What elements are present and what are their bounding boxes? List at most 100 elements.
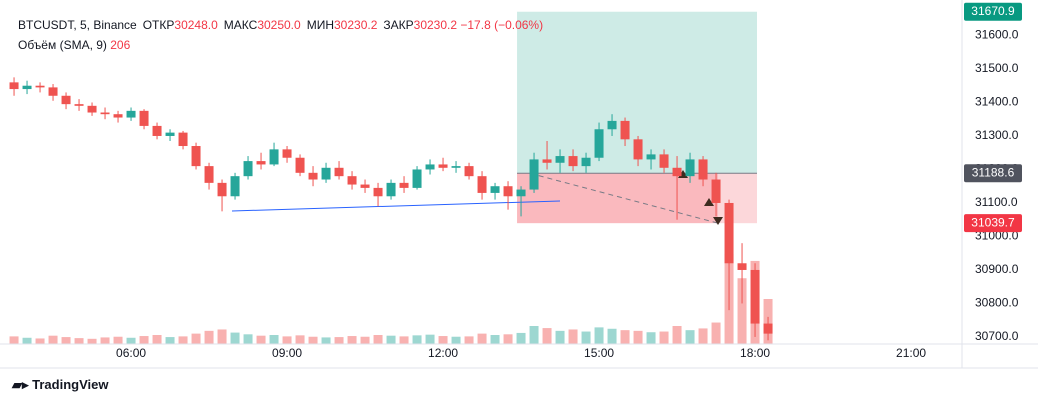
candle-body: [724, 202, 734, 264]
volume-bar: [126, 337, 136, 344]
volume-bar: [61, 337, 71, 344]
volume-bar: [87, 338, 97, 344]
candle-body: [659, 154, 669, 168]
volume-bar: [100, 337, 110, 344]
volume-bar: [152, 335, 162, 344]
volume-bar: [22, 337, 32, 344]
candle-body: [256, 161, 266, 165]
volume-bar: [178, 336, 188, 344]
volume-bar: [464, 336, 474, 344]
volume-bar: [438, 336, 448, 344]
volume-bar: [516, 332, 526, 344]
price-label-bg: [964, 2, 1022, 21]
volume-bar: [230, 332, 240, 344]
volume-bar: [633, 330, 643, 344]
candle-body: [464, 166, 474, 177]
price-label: 31670.9: [971, 4, 1015, 18]
candle-body: [308, 172, 318, 180]
y-tick-label: 30900.0: [975, 262, 1019, 276]
volume-bar: [321, 337, 331, 344]
candle-body: [243, 161, 253, 177]
price-label: 31039.7: [971, 215, 1015, 229]
ohlc-key: МАКС: [223, 18, 258, 32]
volume-bar: [334, 337, 344, 344]
volume-label: Объём (SMA, 9): [18, 38, 107, 52]
volume-bar: [308, 336, 318, 344]
ohlc: ОТКР30248.0 МАКС30250.0 МИН30230.2 ЗАКР3023…: [137, 18, 457, 32]
volume-bar: [9, 336, 19, 344]
price-label-bg: [964, 164, 1022, 183]
candle-body: [87, 105, 97, 113]
volume-bar: [282, 336, 292, 344]
candle-body: [113, 114, 123, 118]
y-tick-label: 30700.0: [975, 329, 1019, 343]
candle-body: [620, 120, 630, 140]
candle-body: [763, 323, 773, 334]
ohlc-key: МИН: [306, 18, 334, 32]
volume-bar: [542, 328, 552, 344]
volume-bar: [685, 330, 695, 344]
volume-bar: [360, 336, 370, 344]
x-tick-label: 09:00: [272, 346, 302, 360]
candle-body: [425, 164, 435, 170]
volume-bar: [295, 335, 305, 344]
x-tick-label: 18:00: [740, 346, 770, 360]
volume-bar: [711, 322, 721, 344]
candle-body: [646, 154, 656, 160]
volume-bar: [477, 333, 487, 344]
candle-body: [529, 159, 539, 190]
candle-body: [126, 110, 136, 118]
candle-body: [607, 120, 617, 130]
candle-body: [360, 184, 370, 188]
candle-body: [295, 157, 305, 173]
volume-bar: [490, 335, 500, 344]
stop-zone-ahead: [718, 173, 757, 224]
candle-body: [373, 187, 383, 197]
ohlc-key: ЗАКР: [383, 18, 414, 32]
marker: [713, 217, 723, 225]
candle-body: [555, 156, 565, 163]
volume-bar: [555, 330, 565, 344]
stop-zone: [517, 173, 718, 224]
candle-body: [581, 157, 591, 167]
candle-body: [568, 156, 578, 167]
logo: ▰▸ TradingView: [12, 377, 108, 393]
candle-body: [204, 166, 214, 183]
candle-body: [438, 164, 448, 168]
candle-body: [399, 182, 409, 188]
volume-bar: [672, 326, 682, 344]
volume-bar: [529, 326, 539, 344]
volume-bar: [269, 335, 279, 344]
volume-bar: [503, 334, 513, 344]
volume-bar: [256, 335, 266, 344]
volume-row: Объём (SMA, 9) 206: [18, 35, 543, 55]
candle-body: [22, 85, 32, 90]
y-tick-label: 31500.0: [975, 61, 1019, 75]
volume-bar: [659, 331, 669, 344]
volume-bar: [204, 330, 214, 344]
candle-body: [139, 110, 149, 126]
candle-body: [737, 263, 747, 270]
volume-bar: [607, 328, 617, 344]
volume-bar: [347, 336, 357, 344]
y-tick-label: 30800.0: [975, 296, 1019, 310]
ohlc-row: BTCUSDT, 5, Binance ОТКР30248.0 МАКС30250.…: [18, 15, 543, 35]
volume-bar: [425, 334, 435, 344]
volume-bar: [243, 334, 253, 344]
price-label: 31188.6: [972, 165, 1015, 179]
volume-bar: [35, 338, 45, 344]
candle-body: [477, 176, 487, 193]
candles: [9, 77, 773, 341]
y-tick-label: 31100.0: [975, 195, 1018, 209]
candle-body: [165, 132, 175, 136]
y-tick-label: 31400.0: [975, 95, 1019, 109]
legend: BTCUSDT, 5, Binance ОТКР30248.0 МАКС30250.…: [18, 15, 543, 55]
candle-body: [35, 85, 45, 88]
candle-body: [100, 112, 110, 115]
candle-body: [152, 125, 162, 136]
candle-body: [542, 159, 552, 163]
symbol: BTCUSDT, 5, Binance: [18, 18, 137, 32]
marker: [704, 198, 714, 206]
